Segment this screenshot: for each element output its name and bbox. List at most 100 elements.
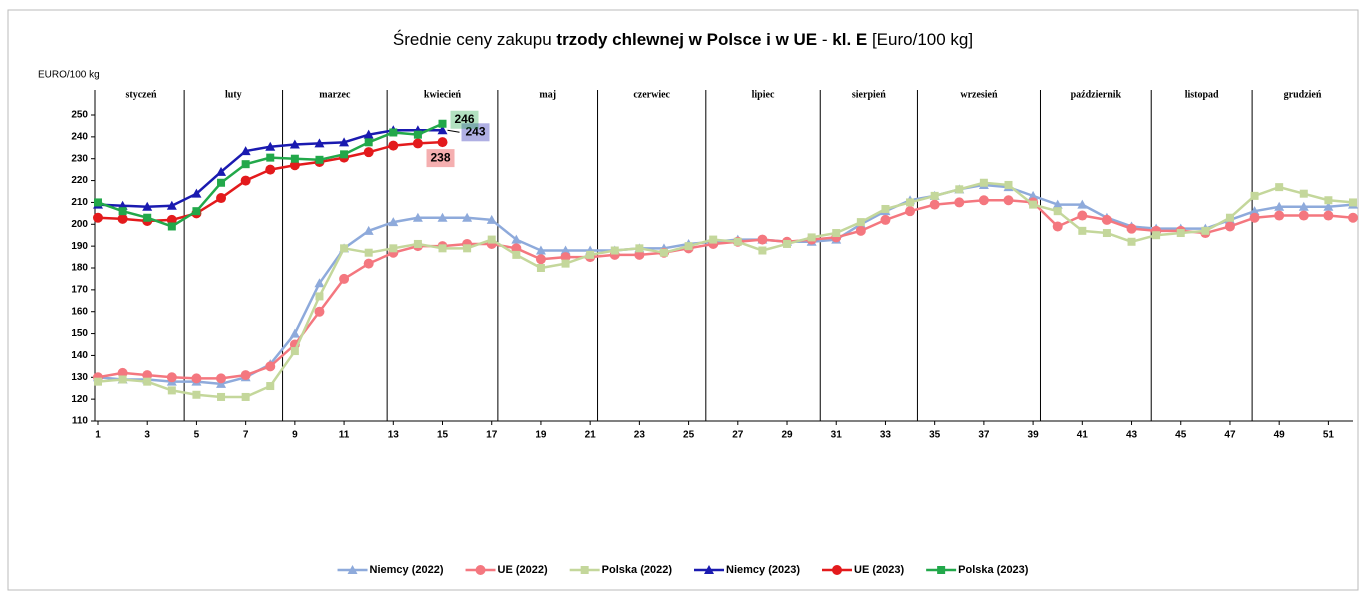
title-part: kl. E [832,30,867,49]
point [340,150,349,159]
point [192,207,201,216]
point [143,377,152,386]
point [266,153,275,162]
point [438,244,447,253]
point [290,347,299,356]
month-label: lipiec [752,89,775,100]
point [265,164,276,175]
point [363,225,374,235]
point [241,392,250,401]
x-tick-label: 41 [1077,430,1089,441]
point [1201,226,1210,235]
point [1028,190,1039,200]
y-tick-label: 150 [71,328,88,339]
y-tick-label: 140 [71,350,88,361]
point [117,213,128,224]
month-label: grudzień [1284,89,1322,100]
x-tick-label: 21 [585,430,597,441]
point [930,191,939,200]
point [560,252,571,263]
y-tick-label: 160 [71,306,88,317]
point [511,243,522,254]
point [906,198,915,207]
value-label: 246 [454,112,474,126]
point [807,233,816,242]
point [217,178,226,187]
point [363,129,374,139]
point [240,146,251,156]
point [217,392,226,401]
x-tick-label: 19 [535,430,547,441]
point [929,199,940,210]
point [1274,210,1285,221]
series-line [97,198,1354,380]
point [856,218,865,227]
month-label: sierpień [852,89,886,100]
month-label: czerwiec [633,89,670,100]
label-leader [447,129,460,133]
point [266,382,275,391]
point [437,212,448,222]
point [659,248,668,257]
point [364,138,373,147]
point [1052,199,1063,209]
x-tick-label: 37 [978,430,990,441]
point [340,244,349,253]
value-label: 238 [430,150,450,164]
month-label: październik [1071,89,1122,100]
month-label: maj [539,89,556,100]
x-tick-label: 13 [388,430,400,441]
point [364,248,373,257]
point [1003,195,1014,206]
point [684,242,693,251]
month-label: styczeń [126,89,158,100]
point [1224,221,1235,232]
point [832,229,841,238]
point [1249,212,1260,223]
point [1077,199,1088,209]
x-tick-label: 39 [1028,430,1040,441]
point [512,250,521,259]
point [166,200,177,210]
point [463,244,472,253]
x-tick-label: 9 [292,430,298,441]
y-tick-label: 170 [71,284,88,295]
x-tick-label: 25 [683,430,695,441]
point [704,565,714,574]
x-tick-label: 31 [831,430,843,441]
point [437,125,448,135]
point [561,259,570,268]
x-tick-label: 3 [144,430,150,441]
point [1101,214,1112,225]
point [240,175,251,186]
x-tick-label: 49 [1274,430,1286,441]
legend-label: Polska (2023) [958,564,1029,576]
point [412,138,423,149]
point [117,367,128,378]
point [586,250,595,259]
point [118,207,127,216]
point [832,565,842,575]
point [339,137,350,147]
point [216,373,227,384]
point [1249,206,1260,216]
y-tick-label: 110 [72,416,89,427]
point [1298,210,1309,221]
point [413,239,422,248]
month-label: listopad [1185,89,1219,100]
point [192,390,201,399]
legend-label: UE (2022) [498,564,548,576]
point [1348,212,1358,223]
x-tick-label: 11 [339,430,350,441]
point [167,386,176,395]
point [905,206,916,217]
point [1053,207,1062,216]
value-label-box [461,123,490,142]
point [560,245,571,255]
point [783,239,792,248]
point [143,213,152,222]
x-tick-label: 17 [486,430,498,441]
y-tick-label: 180 [71,263,88,274]
point [978,195,989,206]
point [1078,226,1087,235]
